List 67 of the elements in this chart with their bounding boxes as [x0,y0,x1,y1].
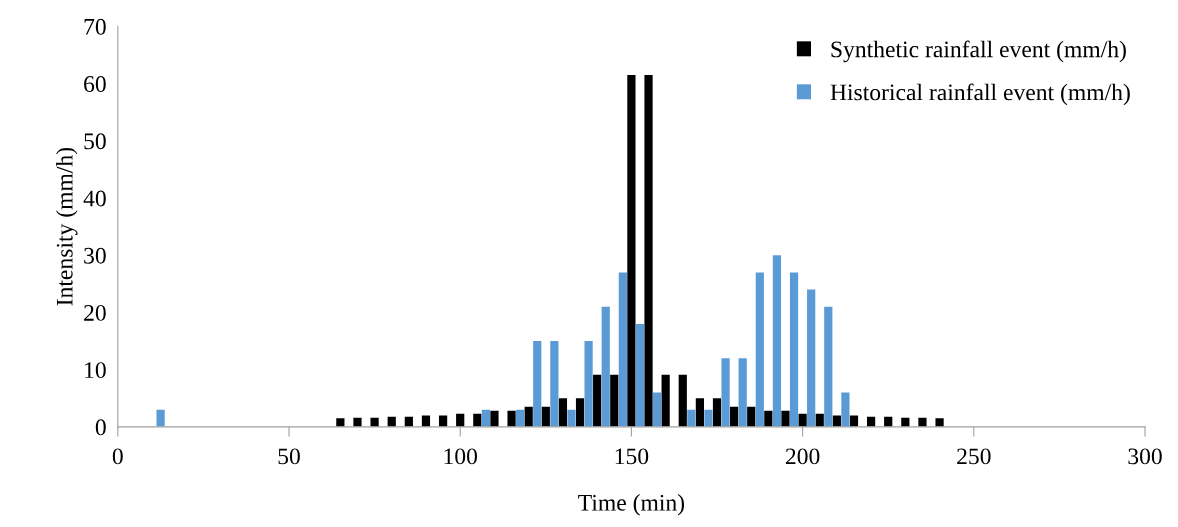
bar [661,374,670,427]
x-tick-label: 50 [278,448,300,465]
bar [490,410,499,427]
y-tick-label: 50 [84,133,106,150]
bar [755,272,764,427]
bar [712,398,722,427]
bar [601,306,610,427]
bar [781,410,790,427]
bar [593,374,602,427]
bar [764,410,773,427]
bar [678,374,687,427]
bar [438,415,448,427]
x-tick-label: 150 [615,448,649,465]
bar [789,272,799,427]
bar [558,398,568,427]
bar [935,418,944,427]
bar [370,417,379,427]
bar [832,415,841,427]
bar [635,323,645,427]
bar [747,406,756,427]
x-tick-label: 300 [1128,448,1162,465]
bar [841,392,850,427]
bar [575,398,585,427]
bar [584,341,593,427]
y-tick-label: 40 [83,190,106,207]
bar [516,409,525,427]
bar [481,409,490,427]
bar [730,406,739,427]
y-tick-label: 60 [84,76,106,92]
legend-label: Historical rainfall event (mm/h) [830,83,1130,106]
bar [550,341,559,427]
y-tick-label: 20 [84,304,106,321]
bar [738,358,747,427]
bar [824,306,833,427]
bar [687,409,696,427]
y-tick-label: 30 [84,247,106,264]
x-tick-label: 100 [444,448,478,465]
x-tick-label: 0 [112,448,123,465]
x-axis-title: Time (min) [578,494,685,516]
bar [652,392,662,427]
bar [156,409,165,427]
y-tick-label: 70 [84,18,106,35]
bar [353,417,362,427]
bar [721,358,730,427]
bar [507,410,516,427]
bar [541,406,550,427]
bar [421,415,431,427]
y-tick-label: 0 [95,419,106,436]
x-tick-label: 250 [957,448,991,465]
bar [807,289,816,427]
legend-label: Synthetic rainfall event (mm/h) [831,40,1126,63]
bar [918,417,927,427]
bar [644,74,653,427]
bar [524,406,533,427]
bar [533,341,542,427]
bar [567,409,576,427]
bar [849,415,859,427]
bar [610,374,619,427]
bar [695,398,704,427]
bar [772,255,782,427]
bar [618,272,627,427]
y-axis-title: Intensity (mm/h) [56,147,78,306]
bar [627,74,636,427]
y-tick-label: 10 [85,362,106,379]
bar [704,409,713,427]
bar [336,418,345,427]
x-tick-label: 200 [785,448,820,465]
